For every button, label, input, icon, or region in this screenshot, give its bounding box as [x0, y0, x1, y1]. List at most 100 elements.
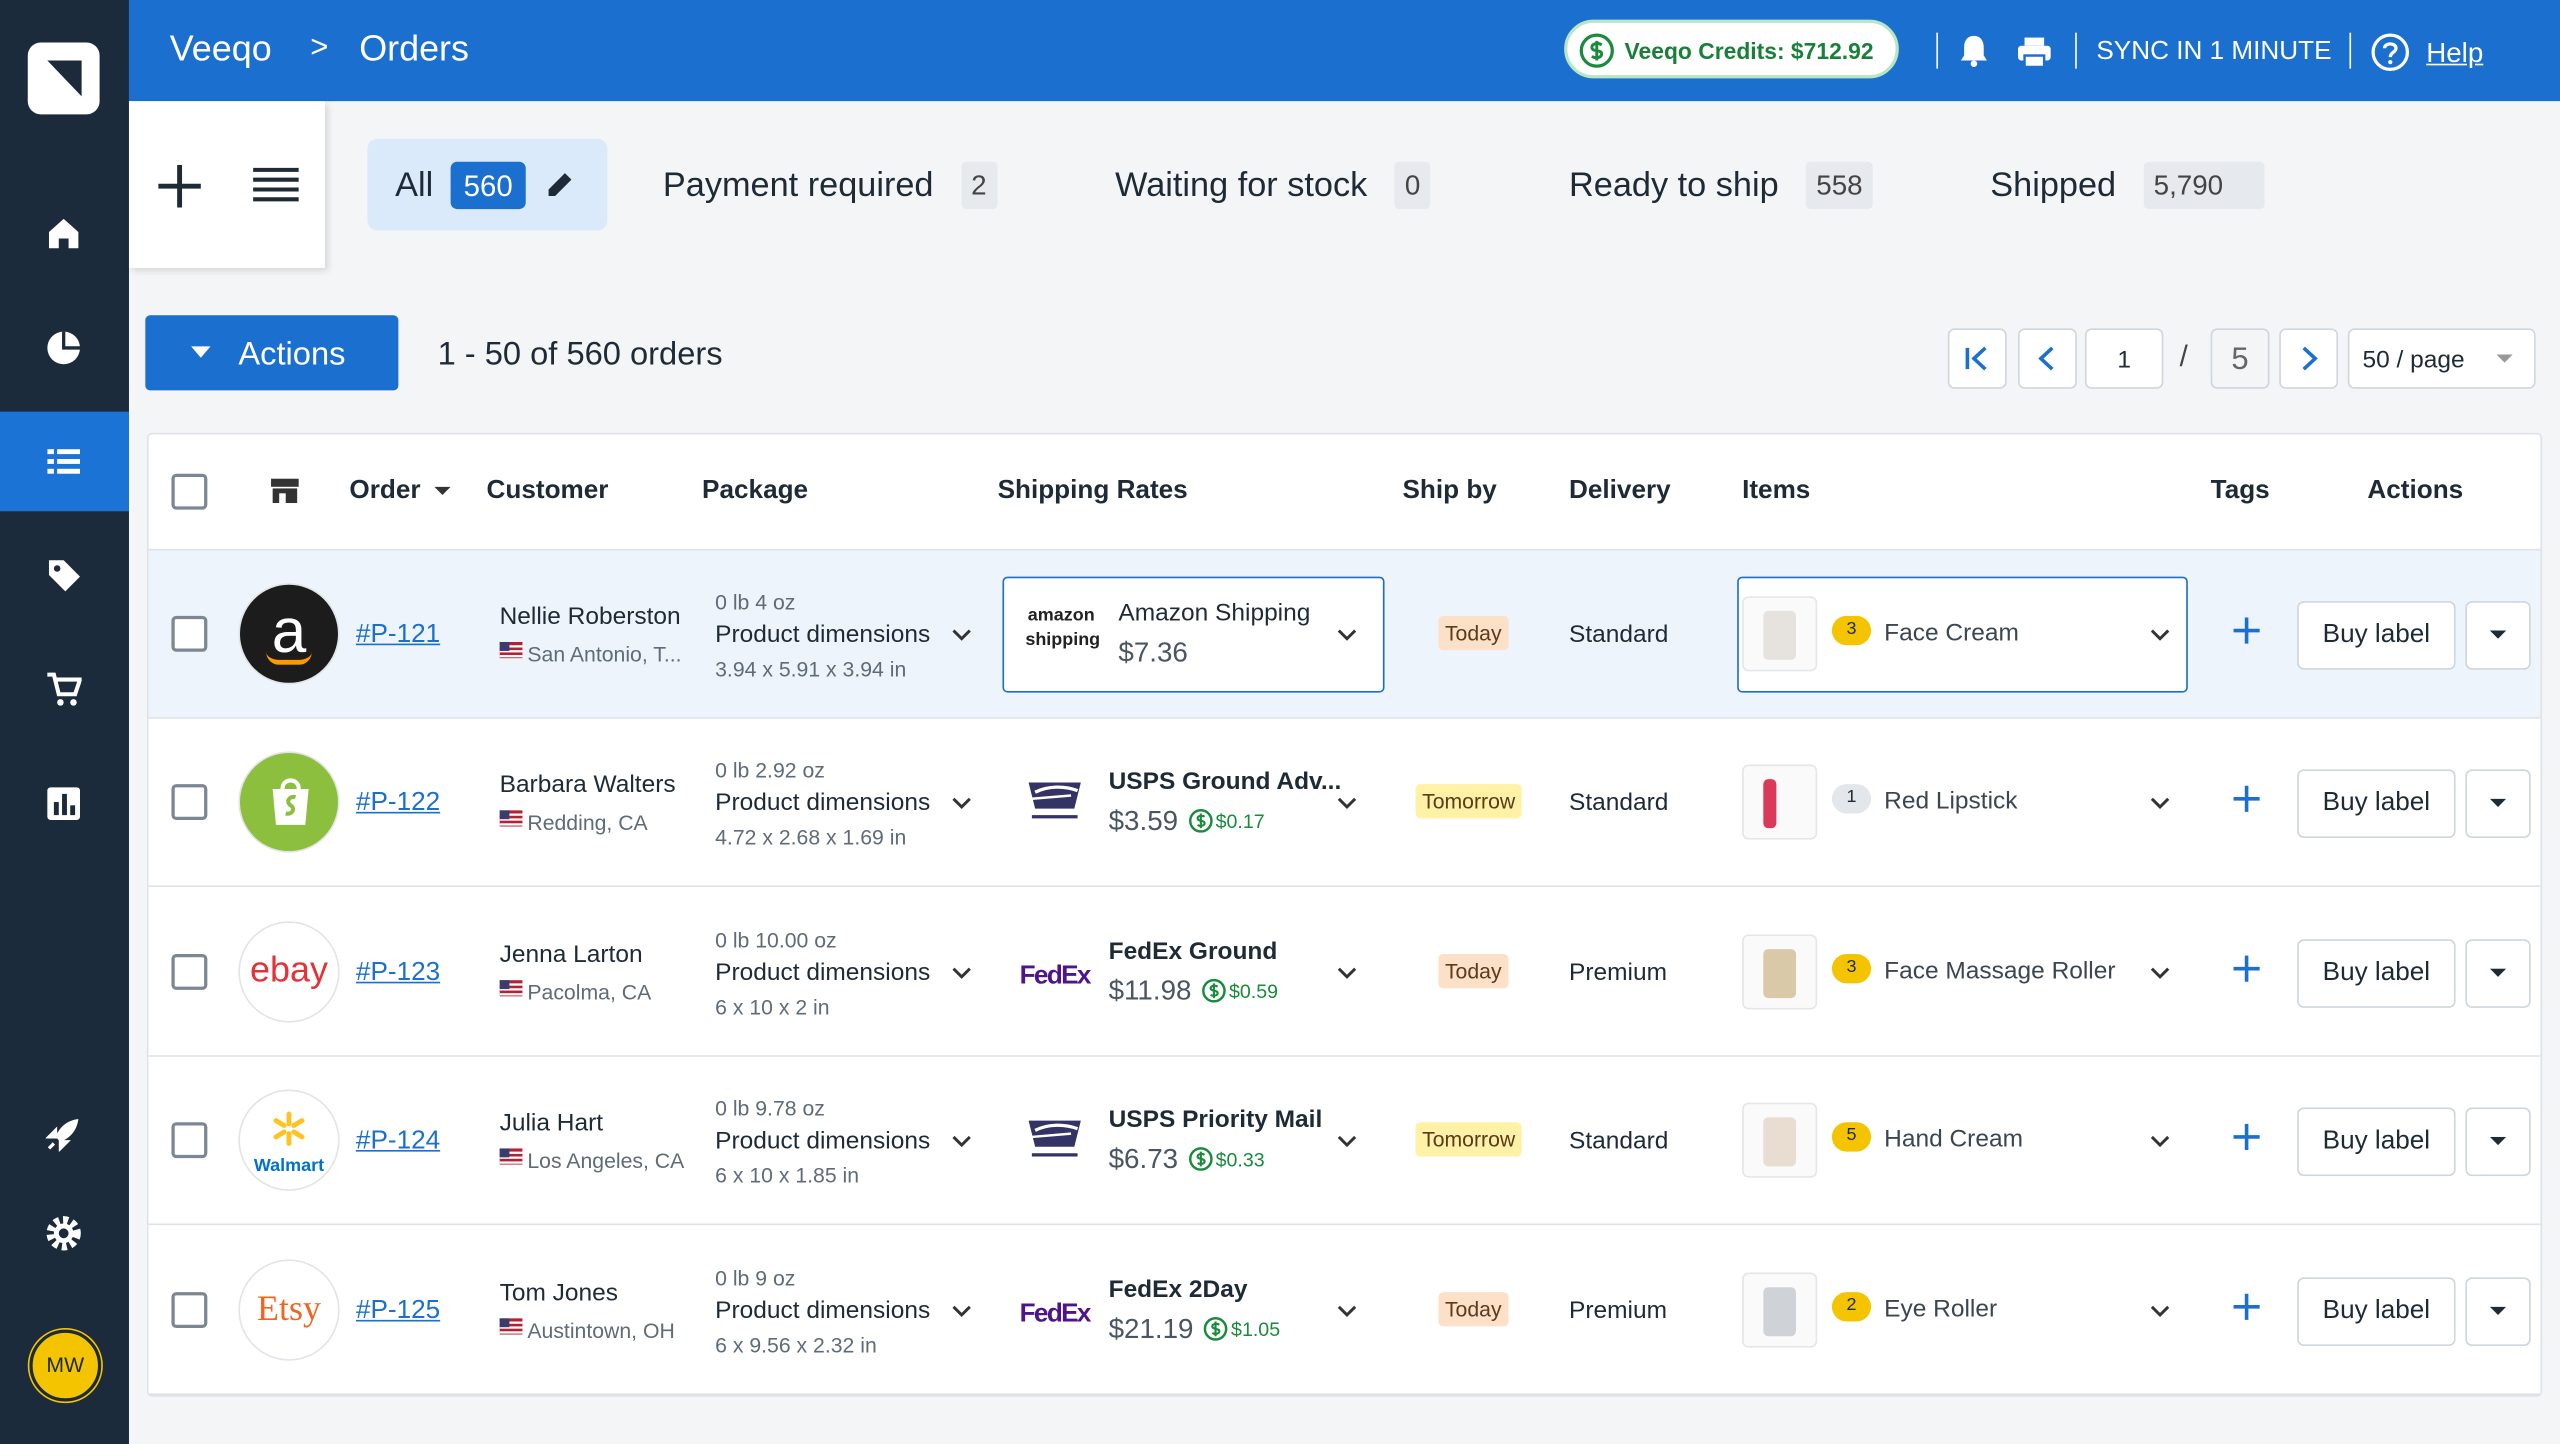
order-row[interactable]: ebay #P-123 Jenna Larton Pacolma, CA 0 lb 10…	[148, 888, 2541, 1057]
order-row[interactable]: #P-122 Barbara Walters Redding, CA 0 lb 2.9…	[148, 719, 2541, 888]
per-page-select[interactable]: 50 / page	[2347, 328, 2536, 389]
row-actions-dropdown[interactable]	[2465, 770, 2531, 839]
order-link[interactable]: #P-123	[355, 958, 441, 987]
chevron[interactable]	[1337, 1136, 1357, 1149]
buy-label-button[interactable]: Buy label	[2297, 1107, 2456, 1177]
item-select-box[interactable]	[1737, 576, 2188, 693]
package-type[interactable]: Product dimensions	[715, 1296, 931, 1325]
chevron[interactable]	[952, 967, 972, 980]
tab[interactable]: Waiting for stock 0	[1115, 139, 1431, 230]
help-icon[interactable]	[2371, 33, 2410, 72]
add-tag-icon[interactable]	[2232, 616, 2261, 645]
orders-summary: 1 - 50 of 560 orders	[437, 336, 723, 373]
order-link[interactable]: #P-121	[355, 620, 441, 649]
chevron[interactable]	[2150, 629, 2170, 642]
usps-logo-graphic	[1028, 783, 1081, 820]
brand-link[interactable]: Veeqo	[169, 27, 272, 69]
flag-icon	[499, 1148, 523, 1165]
tab[interactable]: Shipped 5,790	[1990, 139, 2265, 230]
tab-active[interactable]: All 560	[367, 138, 608, 231]
customer-name: Nellie Roberston	[499, 602, 681, 631]
buy-label-button[interactable]: Buy label	[2297, 770, 2456, 839]
launch-icon[interactable]	[45, 1116, 82, 1152]
order-row[interactable]: a #P-121 Nellie Roberston San Antonio, T...…	[148, 550, 2541, 719]
row-checkbox[interactable]	[171, 1122, 208, 1159]
dashboard-icon[interactable]	[46, 330, 82, 366]
prev-page-button[interactable]	[2018, 328, 2077, 389]
order-link[interactable]: #P-122	[355, 789, 441, 818]
order-link[interactable]: #P-125	[355, 1296, 441, 1325]
chevron[interactable]	[2150, 798, 2170, 811]
chevron[interactable]	[1337, 798, 1357, 811]
chevron[interactable]	[952, 1136, 972, 1149]
column-header[interactable]: Order	[349, 476, 421, 505]
logo[interactable]	[27, 42, 100, 115]
tab[interactable]: Payment required 2	[663, 139, 998, 230]
print-icon[interactable]	[2016, 36, 2052, 69]
settings-icon[interactable]	[46, 1215, 82, 1251]
page-input[interactable]: 1	[2084, 328, 2164, 389]
tag-icon[interactable]	[46, 557, 82, 593]
chevron[interactable]	[2150, 1136, 2170, 1149]
reports-icon[interactable]	[46, 786, 82, 822]
package-type[interactable]: Product dimensions	[715, 789, 931, 818]
item-quantity: 3	[1831, 953, 1872, 984]
flag-icon-graphic	[499, 1317, 523, 1334]
row-actions-dropdown[interactable]	[2465, 1107, 2531, 1177]
next-page-button[interactable]	[2279, 328, 2339, 389]
chevron[interactable]	[1337, 967, 1357, 980]
package-type[interactable]: Product dimensions	[715, 1127, 931, 1156]
home-icon[interactable]	[46, 216, 82, 252]
actions-button[interactable]: Actions	[145, 315, 399, 391]
row-checkbox[interactable]	[171, 473, 208, 510]
chevron[interactable]	[2150, 967, 2170, 980]
orders-nav-active[interactable]	[0, 411, 129, 512]
cart-icon[interactable]	[46, 671, 82, 707]
chevron[interactable]	[2150, 1305, 2170, 1318]
first-page-button[interactable]	[1947, 328, 2007, 389]
row-actions-dropdown[interactable]	[2465, 1276, 2531, 1346]
notifications-icon[interactable]	[1959, 34, 1988, 67]
package-type[interactable]: Product dimensions	[715, 958, 931, 987]
buy-label-button[interactable]: Buy label	[2297, 601, 2456, 670]
chevron[interactable]	[952, 629, 972, 642]
credits-pill[interactable]: Veeqo Credits: $712.92	[1564, 19, 1899, 79]
item-name: Eye Roller	[1884, 1294, 1998, 1323]
sync-status[interactable]: SYNC IN 1 MINUTE	[2096, 37, 2332, 66]
package-type[interactable]: Product dimensions	[715, 620, 931, 649]
order-row[interactable]: Etsy #P-125 Tom Jones Austintown, OH 0 lb 9 …	[148, 1226, 2541, 1395]
row-checkbox[interactable]	[171, 615, 208, 652]
channel-logo: Etsy	[238, 1258, 340, 1361]
add-tag-icon[interactable]	[2232, 1291, 2261, 1320]
add-tag-icon[interactable]	[2232, 785, 2261, 814]
chevron[interactable]	[952, 798, 972, 811]
help-link[interactable]: Help	[2426, 37, 2484, 69]
row-checkbox[interactable]	[171, 953, 208, 990]
tab-label: Waiting for stock	[1115, 165, 1368, 204]
shipping-rate: $3.59	[1108, 805, 1179, 837]
chevron[interactable]	[1337, 629, 1357, 642]
user-avatar[interactable]: MW	[29, 1329, 102, 1402]
chevron[interactable]	[1337, 1305, 1357, 1318]
row-checkbox[interactable]	[171, 784, 208, 821]
customer-location: Pacolma, CA	[527, 979, 652, 1005]
buy-label-button[interactable]: Buy label	[2297, 1276, 2456, 1346]
order-row[interactable]: Walmart #P-124 Julia Hart Los Angeles, CA 0 …	[148, 1057, 2541, 1226]
row-actions-dropdown[interactable]	[2465, 938, 2531, 1008]
row-actions-dropdown[interactable]	[2465, 601, 2531, 670]
add-tag-icon[interactable]	[2232, 1123, 2261, 1152]
flag-icon-graphic	[499, 1148, 523, 1165]
rate-select-box[interactable]	[1002, 576, 1385, 693]
edit-icon[interactable]	[544, 168, 577, 201]
usps-logo	[1025, 1114, 1084, 1163]
add-tag-icon[interactable]	[2232, 954, 2261, 983]
order-link[interactable]: #P-124	[355, 1127, 441, 1156]
add-icon[interactable]	[155, 162, 204, 211]
row-checkbox[interactable]	[171, 1291, 208, 1328]
menu-icon[interactable]	[253, 167, 299, 203]
sort-icon[interactable]	[434, 486, 451, 497]
buy-label-button[interactable]: Buy label	[2297, 938, 2456, 1008]
flag-icon	[499, 641, 523, 659]
tab[interactable]: Ready to ship 558	[1569, 139, 1873, 230]
chevron[interactable]	[952, 1305, 972, 1318]
